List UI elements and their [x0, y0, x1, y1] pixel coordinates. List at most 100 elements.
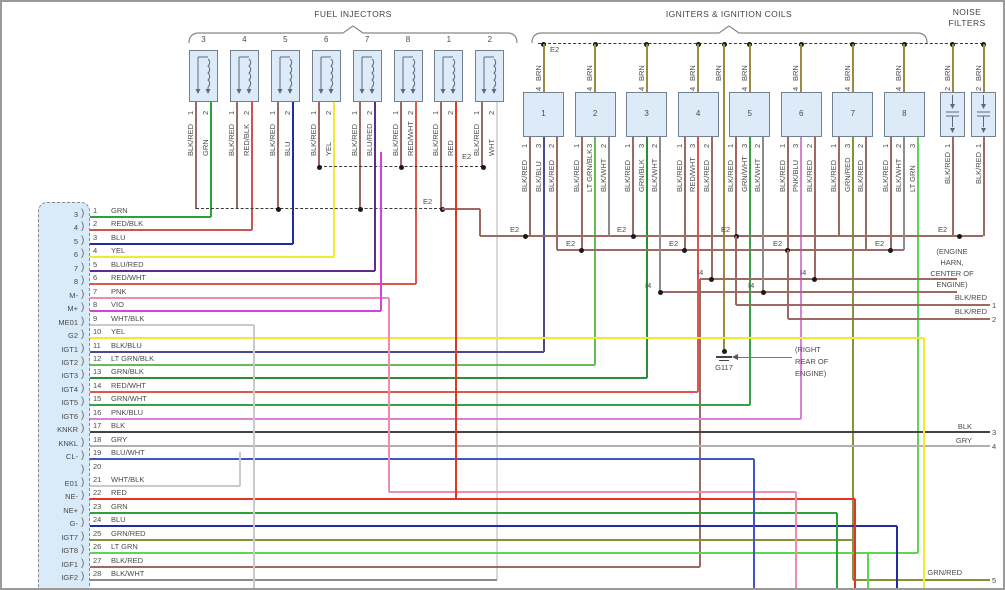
connector-pin-number: 28: [93, 569, 102, 579]
injector-pin-number: 1: [472, 110, 482, 115]
injector-number: 2: [487, 35, 493, 44]
igniters-bracket: [531, 25, 928, 44]
connector-pin-bracket: ): [81, 530, 85, 542]
igniter-pin-number: 3: [585, 143, 595, 148]
i4-label: I4: [697, 268, 704, 277]
igniter-wire-label: BLK/RED: [726, 159, 736, 192]
wire: [90, 229, 252, 232]
igniter-number: 7: [850, 109, 856, 118]
injector-pin-number: 2: [446, 110, 456, 115]
connector-wire-color-label: BLU: [111, 515, 126, 525]
connector-wire-color-label: GRN/RED: [111, 528, 146, 538]
wire: [380, 152, 382, 312]
igniter-box-2: [574, 92, 616, 137]
igniter-wire-label: BLK/WHT: [598, 158, 608, 192]
wire: [90, 404, 750, 407]
wire: [90, 269, 375, 272]
igniters-title: IGNITERS & IGNITION COILS: [665, 9, 793, 19]
wire: [786, 250, 789, 319]
igniter-number: 5: [747, 109, 752, 118]
connector-wire-color-label: BLK/WHT: [111, 569, 145, 579]
igniter-wire-label: BLK/WHT: [894, 158, 904, 192]
connector-terminal-name: 6: [73, 250, 78, 260]
engine-harn-note: HARN,: [940, 258, 964, 267]
wire: [854, 499, 856, 588]
wire: [889, 137, 892, 250]
right-rear-note: (RIGHT: [795, 345, 821, 354]
junction-dot: [630, 233, 636, 239]
injector-pin-number: 2: [241, 110, 251, 115]
wire: [753, 459, 755, 588]
wire: [90, 310, 381, 313]
junction-dot: [579, 247, 584, 253]
wire: [90, 525, 897, 528]
connector-pin-bracket: ): [81, 261, 85, 273]
injector-wire-label: BLK/RED: [308, 123, 318, 156]
connector-terminal-name: IGT3: [61, 371, 78, 381]
wire: [867, 553, 869, 588]
wire: [542, 44, 545, 92]
injector-box-1: [434, 50, 464, 102]
injector-pin-number: 2: [405, 110, 415, 115]
injector-pin-number: 2: [282, 110, 292, 115]
igniter-pin-number: 2: [856, 143, 866, 148]
wire: [480, 235, 525, 237]
connector-wire-color-label: RED/WHT: [111, 380, 146, 390]
igniter-wire-label: BLK/RED: [623, 159, 633, 192]
injector-wire-label: BLK/RED: [431, 123, 441, 156]
igniter-pin-number: 1: [571, 143, 581, 148]
connector-wire-color-label: PNK/BLU: [111, 407, 144, 417]
wire: [90, 390, 699, 393]
igniter-box-7: [832, 92, 874, 137]
wire: [982, 137, 985, 236]
injector-box-5: [270, 50, 300, 102]
igniter-pin-number: 3: [739, 143, 749, 148]
injector-wire-label: RED/WHT: [405, 121, 415, 156]
output-wire-label: GRY: [955, 435, 972, 445]
connector-pin-bracket: ): [81, 423, 85, 435]
g117-label: G117: [715, 363, 733, 372]
injector-pin-number: 2: [323, 110, 333, 115]
wire: [276, 102, 279, 209]
wire: [697, 137, 700, 392]
connector-pin-bracket: ): [81, 288, 85, 300]
igniter-pin-number: 4: [894, 86, 904, 91]
connector-wire-color-label: RED/WHT: [111, 273, 146, 283]
connector-pin-bracket: ): [81, 503, 85, 515]
connector-pin-bracket: ): [81, 248, 85, 260]
wire: [414, 102, 417, 285]
wire: [923, 338, 925, 588]
connector-terminal-name: 5: [73, 236, 78, 246]
connector-pin-bracket: ): [81, 315, 85, 327]
connector-terminal-name: IGT6: [61, 411, 78, 421]
wire: [389, 491, 796, 493]
junction-dot: [398, 164, 404, 170]
injector-coil-icon: [481, 56, 497, 94]
connector-wire-color-label: GRN/WHT: [111, 394, 147, 404]
injector-number: 7: [364, 35, 370, 44]
wire: [838, 137, 841, 236]
connector-pin-number: 7: [93, 286, 98, 296]
junction-dot: [357, 206, 363, 212]
igniter-wire-label: GRN/RED: [842, 157, 852, 192]
wire: [90, 565, 700, 568]
wire: [195, 102, 197, 209]
connector-terminal-name: IGT2: [61, 357, 78, 367]
igniter-pin-number: 1: [777, 143, 787, 148]
connector-pin-bracket: ): [81, 382, 85, 394]
injector-wire-label: BLK/RED: [267, 123, 277, 156]
igniter-brn-bus: [538, 43, 983, 44]
connector-terminal-name: NE-: [65, 492, 78, 502]
wire: [90, 296, 389, 299]
wire: [851, 137, 854, 580]
wire: [896, 526, 898, 588]
brn-wire-label: BRN: [842, 65, 852, 81]
injector-wire-label: BLK/RED: [390, 123, 400, 156]
junction-dot: [760, 289, 766, 295]
connector-wire-color-label: YEL: [111, 327, 126, 337]
wire: [836, 512, 838, 588]
connector-pin-bracket: ): [81, 477, 85, 488]
fuel-injectors-title: FUEL INJECTORS: [314, 9, 392, 19]
igniter-number: 3: [644, 109, 649, 118]
connector-terminal-name: IGT5: [61, 398, 78, 408]
